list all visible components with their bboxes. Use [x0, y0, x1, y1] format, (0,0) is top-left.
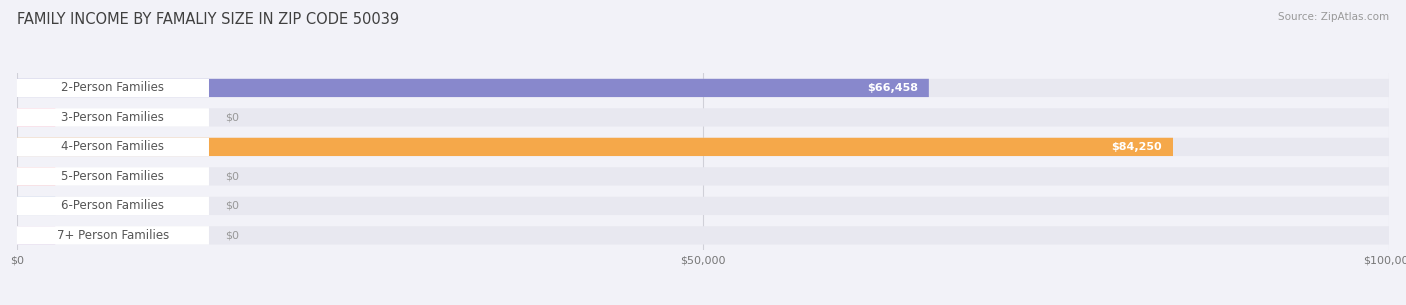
Text: 7+ Person Families: 7+ Person Families — [56, 229, 169, 242]
Text: $0: $0 — [225, 113, 239, 122]
FancyBboxPatch shape — [17, 197, 1389, 215]
Text: $84,250: $84,250 — [1111, 142, 1161, 152]
Text: 2-Person Families: 2-Person Families — [62, 81, 165, 95]
Text: 3-Person Families: 3-Person Families — [62, 111, 165, 124]
Text: FAMILY INCOME BY FAMALIY SIZE IN ZIP CODE 50039: FAMILY INCOME BY FAMALIY SIZE IN ZIP COD… — [17, 12, 399, 27]
FancyBboxPatch shape — [17, 79, 929, 97]
FancyBboxPatch shape — [17, 138, 1389, 156]
Text: $0: $0 — [225, 230, 239, 240]
FancyBboxPatch shape — [17, 167, 55, 185]
Text: $0: $0 — [225, 201, 239, 211]
FancyBboxPatch shape — [17, 79, 209, 97]
FancyBboxPatch shape — [17, 108, 1389, 127]
FancyBboxPatch shape — [17, 197, 55, 215]
Text: $0: $0 — [225, 171, 239, 181]
Text: 6-Person Families: 6-Person Families — [62, 199, 165, 212]
FancyBboxPatch shape — [17, 79, 1389, 97]
FancyBboxPatch shape — [17, 226, 1389, 245]
FancyBboxPatch shape — [17, 197, 209, 215]
Text: Source: ZipAtlas.com: Source: ZipAtlas.com — [1278, 12, 1389, 22]
FancyBboxPatch shape — [17, 138, 209, 156]
FancyBboxPatch shape — [17, 108, 55, 127]
Text: 5-Person Families: 5-Person Families — [62, 170, 165, 183]
Text: $66,458: $66,458 — [868, 83, 918, 93]
Text: 4-Person Families: 4-Person Families — [62, 140, 165, 153]
FancyBboxPatch shape — [17, 108, 209, 127]
FancyBboxPatch shape — [17, 167, 1389, 185]
FancyBboxPatch shape — [17, 167, 209, 185]
FancyBboxPatch shape — [17, 138, 1173, 156]
FancyBboxPatch shape — [17, 226, 55, 245]
FancyBboxPatch shape — [17, 226, 209, 245]
